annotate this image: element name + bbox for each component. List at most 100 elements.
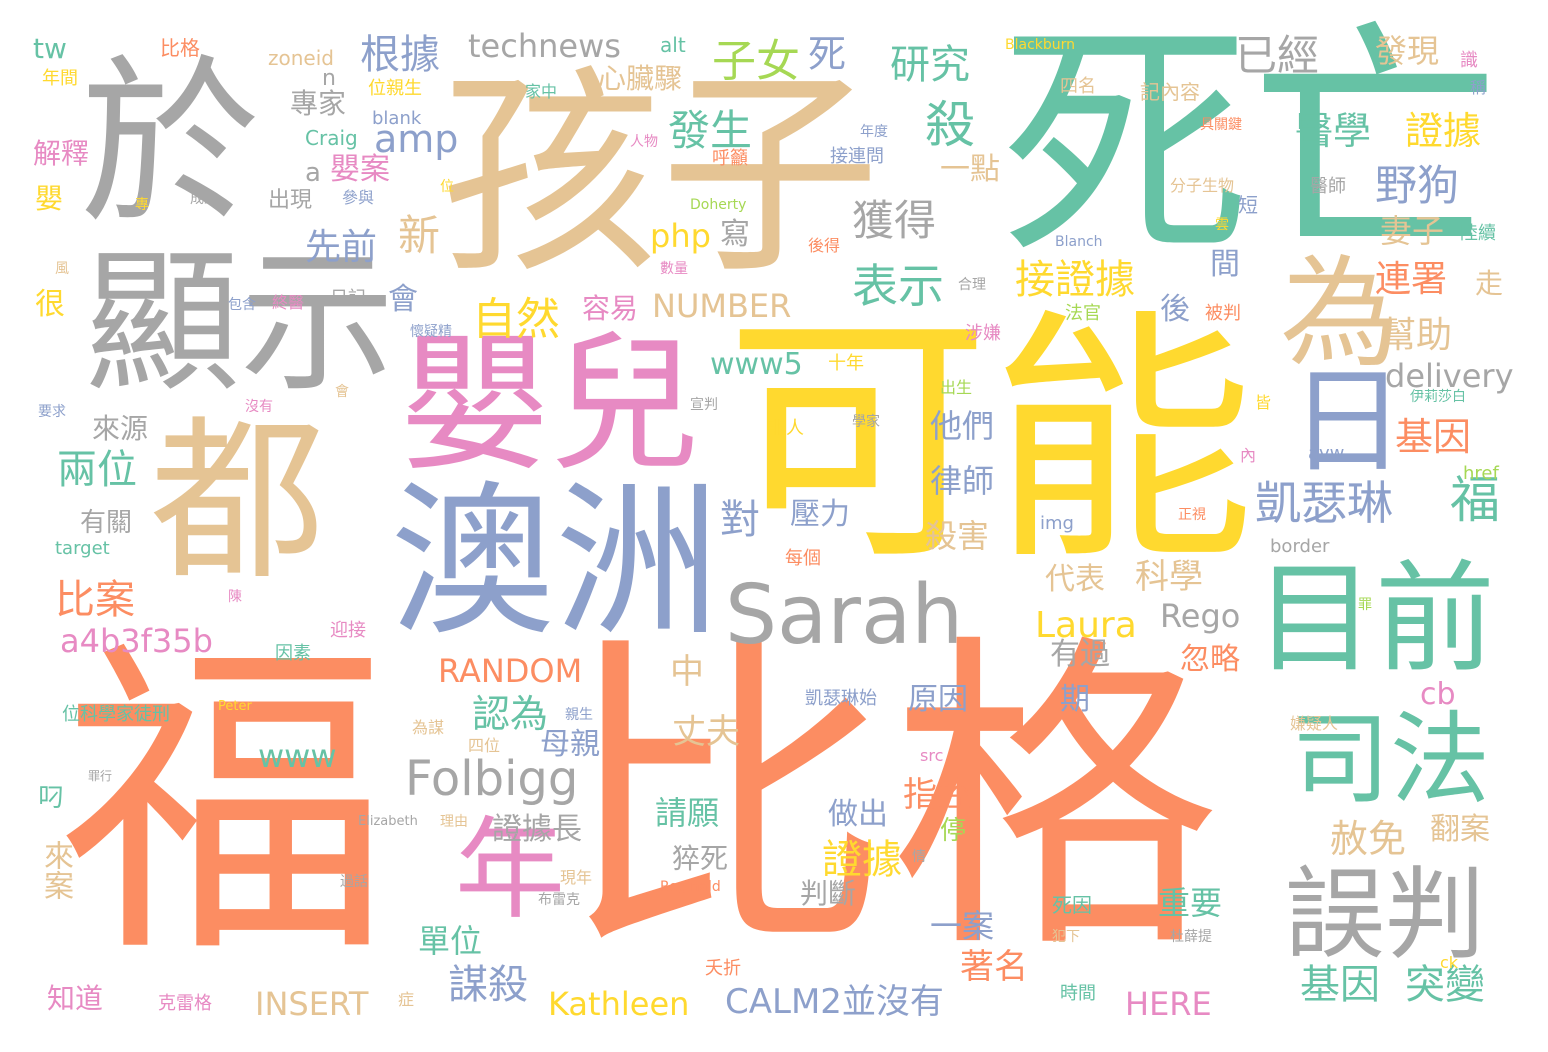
word-participate: 參與	[342, 188, 375, 207]
word-wind: 風	[55, 261, 69, 277]
word-dupaty: 杜薛提	[1170, 929, 1212, 945]
word-mother: 母親	[540, 727, 600, 762]
word-related: 有關	[80, 508, 133, 538]
word-elizabeth-zh: 伊莉莎白	[1410, 389, 1466, 405]
word-wei: 為	[1280, 245, 1400, 384]
word-suspect: 嫌疑人	[1290, 714, 1339, 733]
word-number: NUMBER	[652, 287, 792, 325]
word-kathleen-zh: 凱瑟琳	[1255, 476, 1393, 530]
word-none: 沒有	[245, 399, 273, 415]
word-obtain: 獲得	[852, 196, 937, 245]
word-dao: 叼	[38, 783, 65, 813]
word-very: 很	[35, 287, 65, 322]
word-homicide: 謀殺	[448, 962, 528, 1008]
word-overturn: 翻案	[1430, 812, 1490, 847]
word-n: n	[322, 66, 336, 91]
word-judge: 判斷	[800, 877, 857, 910]
word-explain: 解釋	[33, 137, 90, 170]
word-four: 四名	[1060, 76, 1096, 97]
word-reason: 原因	[908, 682, 968, 717]
word-biological: 位親生	[368, 78, 422, 99]
word-judge-official: 法官	[1065, 303, 1101, 324]
word-annual: 年度	[860, 124, 888, 140]
word-show: 顯示	[85, 232, 395, 413]
word-write: 寫	[720, 217, 750, 252]
word-previous: 先前	[305, 227, 378, 268]
word-kathleen: Kathleen	[548, 985, 690, 1023]
word-lawyer: 律師	[930, 462, 995, 500]
word-committed: 犯下	[1052, 929, 1080, 945]
word-ri: 日	[1290, 355, 1406, 489]
word-know: 知道	[47, 982, 104, 1015]
word-php: php	[650, 217, 711, 255]
word-src: src	[920, 746, 944, 765]
word-sudden-death: 猝死	[672, 842, 729, 875]
word-syndrome: 症	[398, 990, 415, 1009]
word-request: 要求	[38, 404, 66, 420]
word-nature: 自然	[472, 294, 560, 345]
word-face: 正視	[1178, 507, 1206, 523]
word-suspect-spirit: 懷疑精	[410, 324, 452, 340]
word-later-obtain: 後得	[808, 236, 841, 255]
word-unit: 單位	[418, 922, 483, 960]
word-fu-large: 福	[60, 613, 390, 997]
word-delivery: delivery	[1385, 357, 1514, 395]
word-overheard: 過話	[340, 874, 368, 890]
word-for-murder: 為謀	[412, 718, 445, 737]
word-craig-zh: 克雷格	[158, 993, 212, 1014]
word-quantity: 數量	[660, 261, 688, 277]
word-sarah: Sarah	[725, 568, 964, 663]
word-calm2: CALM2並沒有	[725, 982, 944, 1022]
word-home: 家中	[525, 82, 558, 101]
word-sentenced: 被判	[1205, 303, 1241, 324]
word-after: 後	[1160, 292, 1190, 327]
word-beagle: 比格	[560, 608, 1220, 992]
word-yu: 於	[80, 40, 261, 249]
word-important: 重要	[1158, 884, 1223, 922]
word-pardon: 赦免	[1330, 817, 1407, 861]
word-stop: 停	[940, 816, 967, 846]
word-avw: avw	[1308, 443, 1345, 464]
word-sentence: 宣判	[690, 397, 718, 413]
word-kathleen-start: 凱瑟琳始	[805, 688, 877, 709]
word-hash: a4b3f35b	[60, 622, 213, 660]
word-evidence-2: 證據	[822, 837, 902, 883]
word-diary-content: 記內容	[1140, 80, 1200, 104]
word-gene-2: 基因	[1300, 962, 1380, 1008]
word-australia: 澳洲	[390, 466, 720, 658]
word-crime: 罪	[1358, 597, 1372, 613]
word-murder-kill: 殺害	[925, 517, 990, 555]
word-ignore: 忽略	[1180, 642, 1240, 677]
word-between: 間	[1210, 247, 1240, 282]
word-biological-2: 親生	[565, 707, 593, 723]
word-death: 死亡	[1000, 0, 1500, 290]
word-wild-dog: 野狗	[1375, 161, 1460, 210]
word-reginald: Reginald	[660, 879, 721, 895]
word-hui: 會	[388, 282, 418, 317]
word-a-bit: 一點	[940, 152, 1000, 187]
word-shi: 識	[1460, 50, 1478, 71]
word-zhuan: 專	[135, 197, 149, 213]
word-insert: INSERT	[255, 985, 369, 1023]
word-tw: tw	[33, 32, 67, 65]
word-reasoning: 理由	[440, 814, 468, 830]
word-appeal: 呼籲	[712, 148, 748, 169]
word-diary: 日記	[330, 288, 366, 309]
word-img: img	[1040, 513, 1074, 534]
word-heart: 心臟驟	[598, 62, 683, 95]
word-cb: cb	[1420, 677, 1456, 712]
word-crime-act: 罪行	[88, 769, 113, 783]
word-each: 每個	[785, 548, 821, 569]
word-current-age: 現年	[560, 868, 593, 887]
word-evidence-1: 證據	[1405, 109, 1482, 153]
word-doctor: 醫師	[1310, 176, 1346, 197]
word-short: 短	[1238, 193, 1258, 217]
word-research: 研究	[890, 42, 970, 88]
word-infant-case: 嬰案	[330, 152, 390, 187]
word-cosign: 連署	[1375, 259, 1448, 300]
word-one-case: 一案	[930, 907, 995, 945]
word-zoneid: zoneid	[268, 46, 334, 70]
word-href: href	[1463, 463, 1499, 484]
word-molecular: 分子生物	[1170, 176, 1235, 195]
